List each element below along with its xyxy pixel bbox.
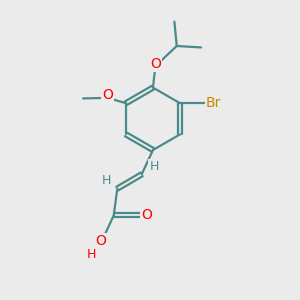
Text: H: H	[101, 174, 111, 187]
Text: Br: Br	[206, 96, 221, 110]
Text: H: H	[149, 160, 159, 172]
Text: O: O	[141, 208, 152, 222]
Text: H: H	[86, 248, 96, 261]
Text: O: O	[150, 57, 161, 71]
Text: O: O	[95, 234, 106, 248]
Text: O: O	[102, 88, 113, 102]
